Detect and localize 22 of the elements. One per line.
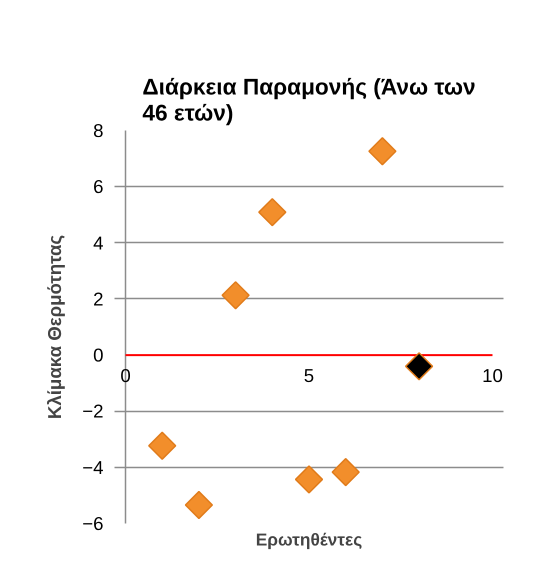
point: [404, 352, 434, 380]
x-tick-label: 5: [304, 365, 314, 386]
y-tick-label: −4: [82, 456, 104, 478]
x-tick-label: 10: [482, 365, 503, 386]
y-axis-title: Κλίμακα Θερμότητας: [44, 234, 66, 420]
x-axis-title: Ερωτηθέντες: [256, 530, 362, 550]
y-tick-label: −2: [82, 400, 104, 422]
y-tick-label: 0: [93, 344, 104, 366]
point: [294, 465, 324, 494]
y-tick-label: −6: [82, 513, 104, 534]
y-tick-label: 8: [93, 120, 104, 141]
point: [148, 432, 176, 460]
point: [368, 137, 397, 166]
y-tick-label: 6: [93, 176, 104, 198]
y-tick-label: 2: [93, 288, 104, 310]
point: [221, 281, 250, 310]
point: [332, 458, 360, 486]
chart-title: Διάρκεια Παραμονής (Άνω των 46 ετών): [142, 74, 476, 126]
point: [184, 490, 214, 520]
y-tick-label: 4: [93, 232, 104, 254]
point: [258, 198, 286, 226]
x-tick-label: 0: [120, 365, 131, 386]
